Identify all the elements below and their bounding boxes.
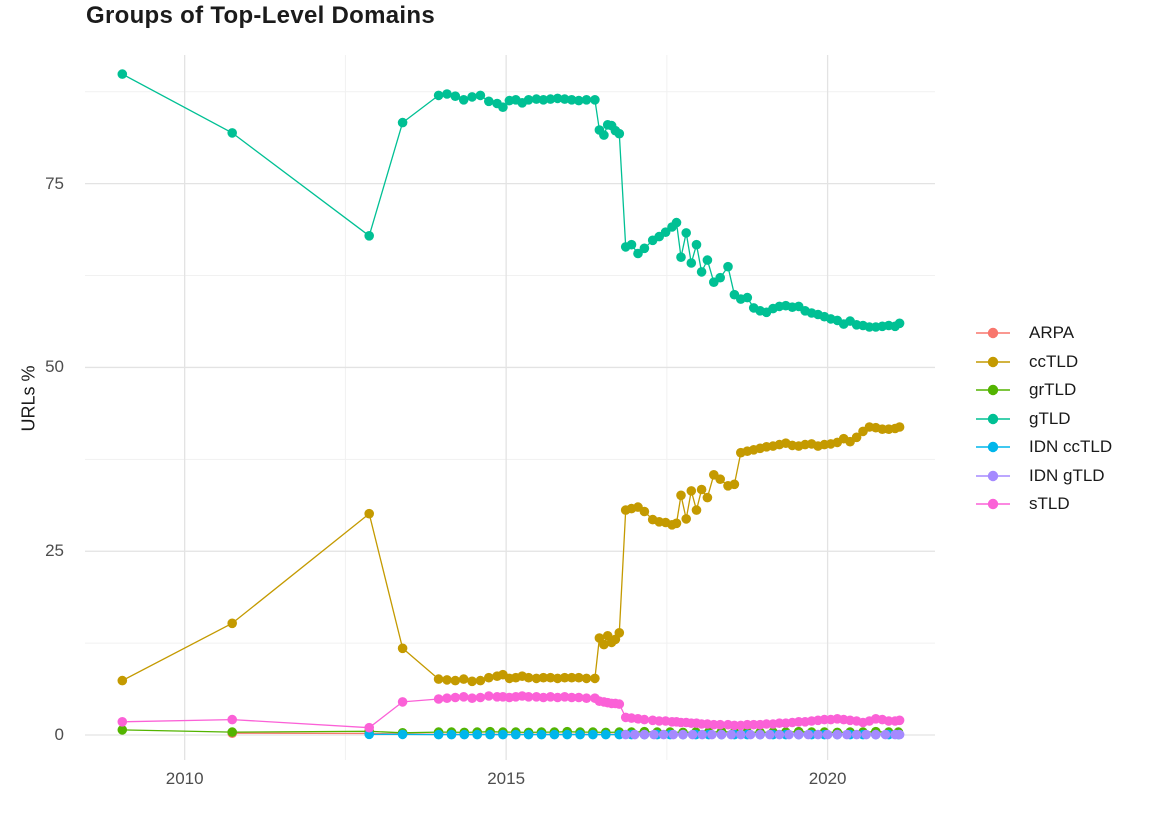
legend-label: sTLD: [1029, 494, 1070, 514]
legend-item-cctld: ccTLD: [976, 348, 1112, 377]
legend-key-icon: [976, 328, 1010, 339]
legend-label: ccTLD: [1029, 351, 1079, 371]
y-tick-label-75: 75: [45, 173, 64, 193]
legend-label: IDN gTLD: [1029, 465, 1105, 485]
legend-item-grtld: grTLD: [976, 376, 1112, 405]
grid-minor: [85, 55, 935, 760]
legend-label: ARPA: [1029, 323, 1075, 343]
legend-label: grTLD: [1029, 380, 1077, 400]
legend-key-icon: [976, 356, 1010, 367]
legend-item-idn-gtld: IDN gTLD: [976, 462, 1112, 491]
grid-major: [85, 55, 935, 760]
legend-key-icon: [976, 413, 1010, 424]
series-cctld: [117, 422, 905, 687]
series-gtld: [117, 69, 905, 332]
legend-key-icon: [976, 385, 1010, 396]
legend-key-icon: [976, 442, 1010, 453]
x-tick-label-2015: 2015: [487, 769, 526, 788]
legend-key-icon: [976, 470, 1010, 481]
legend-label: IDN ccTLD: [1029, 437, 1113, 457]
y-tick-label-25: 25: [45, 541, 64, 561]
legend-item-arpa: ARPA: [976, 319, 1112, 348]
legend-item-stld: sTLD: [976, 490, 1112, 519]
series-idn-gtld: [620, 729, 905, 740]
y-tick-label-0: 0: [54, 725, 64, 744]
x-tick-label-2020: 2020: [808, 769, 847, 788]
legend-key-icon: [976, 499, 1010, 510]
legend-label: gTLD: [1029, 408, 1071, 428]
legend: ARPA ccTLD grTLD gTLD IDN ccTLD IDN gTLD sTLD: [976, 319, 1112, 519]
x-tick-label-2010: 2010: [165, 769, 204, 788]
y-tick-label-50: 50: [45, 357, 64, 377]
chart-title: Groups of Top-Level Domains: [86, 2, 436, 29]
series-stld: [117, 691, 905, 733]
legend-item-idn-cctld: IDN ccTLD: [976, 433, 1112, 462]
legend-item-gtld: gTLD: [976, 405, 1112, 434]
